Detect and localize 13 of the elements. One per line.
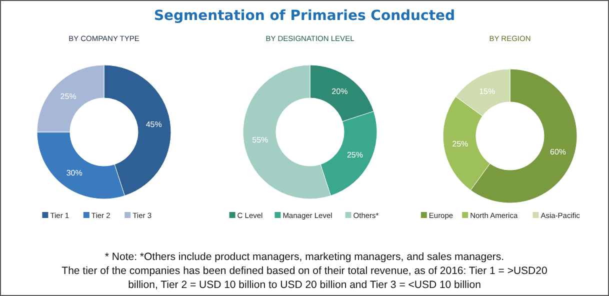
- data-label: 30%: [66, 168, 82, 178]
- text: billion, Tier 2 = USD 10 billion to USD 20 billion and Tier 3 = <USD 10 billion: [128, 279, 482, 291]
- data-label: 60%: [550, 147, 566, 156]
- data-label: 25%: [346, 150, 364, 160]
- data-label: 15%: [479, 86, 496, 96]
- data-label: 20%: [332, 86, 348, 96]
- data-label: 45%: [146, 120, 162, 129]
- data-label: 25%: [60, 92, 76, 102]
- data-label: 55%: [252, 136, 268, 145]
- text: * Note: *Others include product managers, marketing managers, and sales managers.: [104, 251, 504, 263]
- text: The tier of the companies has been defined based on of their total revenue, as of 2016: Tier 1 = >USD20: [62, 265, 548, 277]
- data-label: 25%: [452, 140, 468, 149]
- chart-title: Segmentation of Primaries Conducted: [154, 8, 456, 24]
